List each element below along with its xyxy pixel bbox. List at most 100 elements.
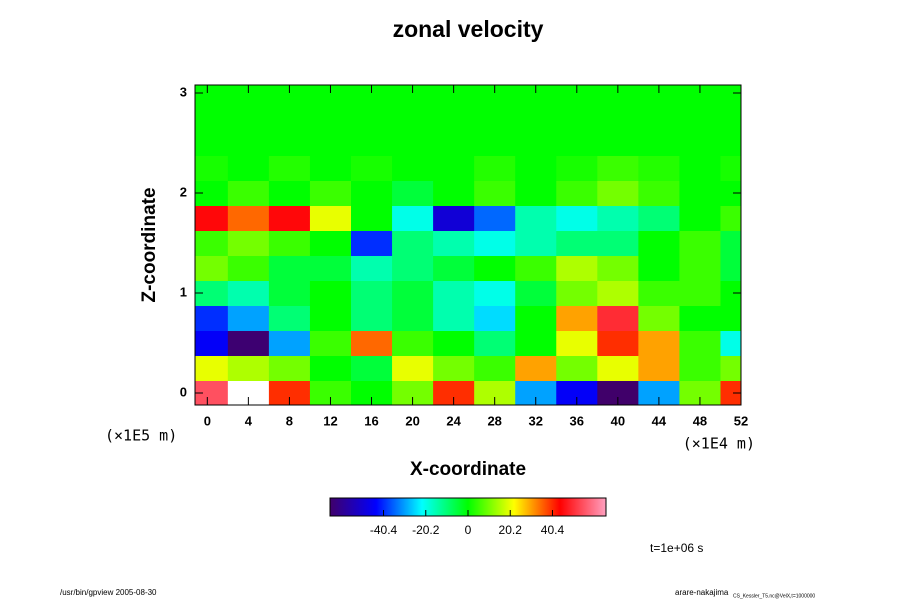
heat-cell — [392, 180, 434, 206]
heat-cell — [720, 105, 741, 131]
heat-cell — [351, 155, 393, 181]
heat-cell — [720, 330, 741, 356]
chart-title: zonal velocity — [393, 16, 544, 42]
heat-cell — [227, 85, 270, 106]
heat-cell — [720, 355, 741, 381]
heat-cell — [309, 330, 352, 356]
heat-cell — [433, 330, 475, 356]
heat-cell — [556, 330, 598, 356]
heat-cell — [433, 180, 475, 206]
heat-cell — [597, 205, 639, 231]
heat-cell — [515, 305, 557, 331]
heat-cell — [351, 130, 393, 156]
heat-cell — [268, 205, 311, 231]
heat-cell — [638, 230, 680, 256]
heat-cell — [195, 305, 229, 331]
heat-cell — [351, 255, 393, 281]
colorbar-tick-label: -20.2 — [412, 523, 440, 537]
heat-cell — [351, 355, 393, 381]
heat-cell — [597, 305, 639, 331]
heat-cell — [433, 280, 475, 306]
colorbar-tick-label: -40.4 — [370, 523, 398, 537]
heat-cell — [392, 280, 434, 306]
x-tick-label: 24 — [446, 413, 461, 428]
heat-cell — [309, 230, 352, 256]
heat-cell — [309, 85, 352, 106]
heat-cell — [720, 255, 741, 281]
heat-cell — [638, 205, 680, 231]
x-tick-label: 0 — [204, 413, 211, 428]
x-tick-label: 44 — [652, 413, 667, 428]
heat-cell — [227, 155, 270, 181]
heat-cell — [679, 85, 721, 106]
heat-cell — [515, 330, 557, 356]
heat-cell — [515, 205, 557, 231]
x-tick-label: 48 — [693, 413, 707, 428]
heat-cell — [433, 355, 475, 381]
heat-cell — [227, 105, 270, 131]
heat-cell — [195, 105, 229, 131]
x-tick-label: 40 — [611, 413, 625, 428]
heat-cell — [556, 85, 598, 106]
x-tick-label: 4 — [245, 413, 253, 428]
heat-cell — [227, 330, 270, 356]
heat-cell — [720, 230, 741, 256]
heat-cell — [556, 105, 598, 131]
heat-cell — [474, 105, 516, 131]
heat-cell — [679, 155, 721, 181]
heat-cell — [268, 355, 311, 381]
heat-cell — [474, 280, 516, 306]
heat-cell — [268, 330, 311, 356]
heat-cell — [474, 85, 516, 106]
x-tick-label: 32 — [529, 413, 543, 428]
heat-cell — [392, 230, 434, 256]
heat-cell — [515, 255, 557, 281]
heat-cell — [515, 155, 557, 181]
heat-cell — [268, 85, 311, 106]
y-tick-label: 2 — [180, 184, 187, 199]
heat-cell — [433, 205, 475, 231]
x-tick-label: 28 — [487, 413, 501, 428]
colorbar-tick-label: 20.2 — [499, 523, 523, 537]
x-unit: (×1E4 m) — [683, 435, 755, 453]
heat-cell — [227, 305, 270, 331]
heat-cell — [597, 130, 639, 156]
y-tick-label: 0 — [180, 384, 187, 399]
heat-cell — [474, 305, 516, 331]
heat-cell — [392, 255, 434, 281]
heat-cell — [351, 305, 393, 331]
heat-cell — [474, 230, 516, 256]
heat-cell — [309, 305, 352, 331]
heat-cell — [515, 105, 557, 131]
heat-cell — [268, 230, 311, 256]
x-tick-label: 20 — [405, 413, 419, 428]
heat-cell — [309, 105, 352, 131]
colorbar-tick-label: 40.4 — [541, 523, 565, 537]
heat-cell — [392, 330, 434, 356]
heat-cell — [597, 280, 639, 306]
heat-cell — [195, 230, 229, 256]
heat-cell — [556, 180, 598, 206]
heat-cell — [351, 180, 393, 206]
heat-cell — [638, 330, 680, 356]
heat-cell — [433, 305, 475, 331]
heat-cell — [638, 105, 680, 131]
heat-cell — [515, 180, 557, 206]
heat-cell — [638, 355, 680, 381]
heat-cell — [392, 155, 434, 181]
footer-right-small: CS_Kessler_T5.nc@VelX,t=1000000 — [733, 593, 815, 599]
heat-cell — [515, 230, 557, 256]
heat-cell — [195, 85, 229, 106]
heat-cell — [474, 130, 516, 156]
heat-cell — [720, 305, 741, 331]
heat-cell — [679, 305, 721, 331]
heat-cell — [556, 255, 598, 281]
heat-cell — [268, 155, 311, 181]
heat-cell — [679, 130, 721, 156]
plot-frame — [194, 84, 742, 406]
heat-cell — [227, 230, 270, 256]
time-label: t=1e+06 s — [650, 541, 703, 555]
heat-cell — [268, 130, 311, 156]
heat-cell — [474, 255, 516, 281]
